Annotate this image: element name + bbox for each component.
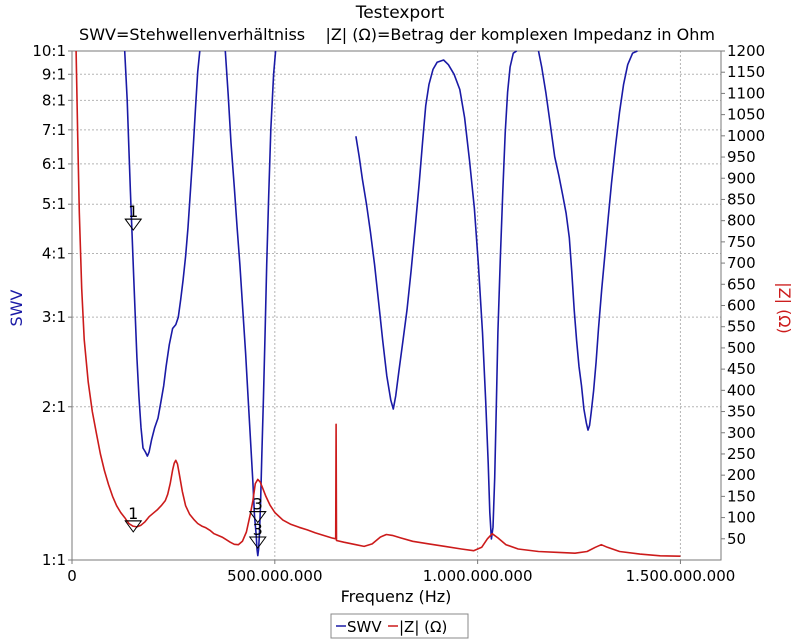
legend-label-z: |Z| (Ω)	[399, 618, 447, 636]
series-line-impedance	[75, 50, 681, 557]
x-tick-label: 0	[67, 567, 77, 585]
marker-label: 3	[253, 520, 263, 539]
y-right-tick-label: 600	[727, 297, 756, 315]
x-tick-label: 1.500.000.000	[626, 567, 736, 585]
marker: 1	[124, 202, 143, 231]
legend-label-swv: SWV	[347, 618, 382, 636]
y-right-tick-label: 650	[727, 275, 756, 293]
y-right-tick-label: 400	[727, 381, 756, 399]
grid	[72, 51, 721, 560]
y-right-tick-label: 1200	[727, 42, 765, 60]
y-axis-right: 50 100 150 200 250 300 350 400 450 500 550 600 650 70…	[721, 42, 765, 548]
y-right-tick-label: 350	[727, 403, 756, 421]
y-right-tick-label: 700	[727, 254, 756, 272]
y-right-tick-label: 850	[727, 190, 756, 208]
marker-label: 1	[128, 504, 138, 523]
y-right-tick-label: 100	[727, 509, 756, 527]
y-right-tick-label: 300	[727, 424, 756, 442]
y-axis-left-label: SWV	[7, 289, 26, 326]
y-left-tick-label: 7:1	[42, 121, 66, 139]
y-left-tick-label: 1:1	[42, 551, 66, 569]
y-right-tick-label: 1000	[727, 127, 765, 145]
y-right-tick-label: 50	[727, 530, 746, 548]
y-right-tick-label: 500	[727, 339, 756, 357]
y-axis-right-label: |Z| (Ω)	[775, 282, 794, 334]
y-right-tick-label: 200	[727, 466, 756, 484]
y-left-tick-label: 4:1	[42, 245, 66, 263]
series-layer	[75, 50, 681, 557]
x-axis-label: Frequenz (Hz)	[341, 587, 452, 606]
y-right-tick-label: 1100	[727, 84, 765, 102]
y-left-tick-label: 2:1	[42, 398, 66, 416]
series-line-swv	[123, 50, 638, 557]
legend: SWV |Z| (Ω)	[330, 613, 469, 639]
y-left-tick-label: 10:1	[32, 42, 66, 60]
y-left-tick-label: 9:1	[42, 65, 66, 83]
y-right-tick-label: 750	[727, 233, 756, 251]
marker: 3	[248, 520, 267, 549]
y-right-tick-label: 250	[727, 445, 756, 463]
marker: 1	[124, 504, 143, 533]
y-right-tick-label: 1050	[727, 106, 765, 124]
marker-label: 3	[253, 495, 263, 514]
plot-area	[71, 50, 722, 561]
marker: 3	[248, 495, 267, 524]
chart-subtitle: SWV=Stehwellenverhältniss |Z| (Ω)=Betrag…	[79, 25, 715, 44]
y-right-tick-label: 1150	[727, 63, 765, 81]
y-axis-left: 1:1 2:1 3:1 4:1 5:1 6:1 7:1 8:1 9:1 10:1	[32, 42, 72, 569]
y-right-tick-label: 450	[727, 360, 756, 378]
x-axis: 0 500.000.000 1.000.000.000 1.500.000.000	[67, 560, 735, 585]
y-left-tick-label: 5:1	[42, 195, 66, 213]
y-right-tick-label: 900	[727, 169, 756, 187]
y-left-tick-label: 8:1	[42, 91, 66, 109]
y-right-tick-label: 950	[727, 148, 756, 166]
y-right-tick-label: 150	[727, 487, 756, 505]
marker-layer: 1 1 3 3	[124, 202, 267, 549]
y-left-tick-label: 3:1	[42, 308, 66, 326]
marker-label: 1	[128, 202, 138, 221]
y-right-tick-label: 800	[727, 212, 756, 230]
y-left-tick-label: 6:1	[42, 155, 66, 173]
y-right-tick-label: 550	[727, 318, 756, 336]
x-tick-label: 1.000.000.000	[423, 567, 533, 585]
legend-box	[330, 613, 469, 639]
x-tick-label: 500.000.000	[227, 567, 322, 585]
chart-title: Testexport	[355, 3, 445, 23]
